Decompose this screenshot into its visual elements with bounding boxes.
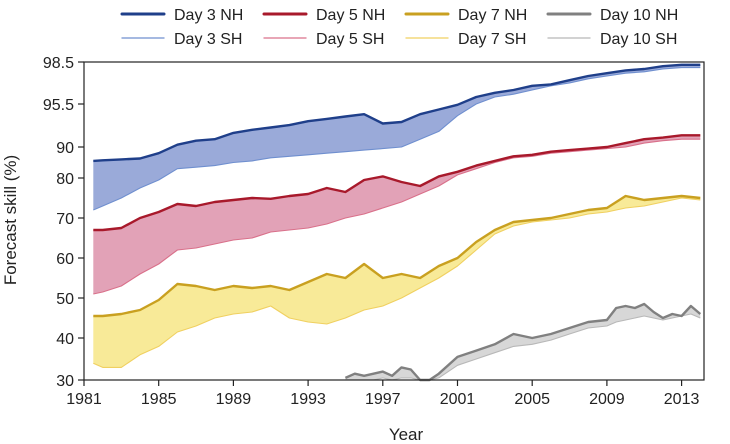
band-fill-day-7-nh <box>93 196 701 368</box>
legend-label: Day 3 NH <box>174 7 243 24</box>
legend-label: Day 7 NH <box>458 7 527 24</box>
y-tick-label: 90 <box>56 140 74 157</box>
y-tick-label: 40 <box>56 331 74 348</box>
y-tick-label: 50 <box>56 291 74 308</box>
band-fill-day-3-nh <box>93 64 701 210</box>
y-tick-label: 30 <box>56 373 74 390</box>
x-axis-title: Year <box>389 425 424 444</box>
y-tick-label: 80 <box>56 171 74 188</box>
legend-label: Day 5 NH <box>316 7 385 24</box>
legend-label: Day 3 SH <box>174 31 242 48</box>
band-fill-day-5-nh <box>93 135 701 294</box>
legend-label: Day 10 NH <box>600 7 678 24</box>
series-line-day-7-nh <box>93 194 701 318</box>
legend-label: Day 5 SH <box>316 31 384 48</box>
series-line-day-5-nh <box>93 134 701 232</box>
y-tick-label: 70 <box>56 211 74 228</box>
x-tick-label: 1993 <box>290 391 326 408</box>
series-line-day-5-sh <box>93 138 701 295</box>
series-line-day-7-sh <box>93 197 701 368</box>
plot-frame <box>83 61 705 381</box>
x-tick-label: 2005 <box>514 391 550 408</box>
legend-label: Day 7 SH <box>458 31 526 48</box>
y-axis-title: Forecast skill (%) <box>1 155 20 285</box>
legend: Day 3 NH Day 5 NH Day 7 NH Day 10 NH Day 3 S… <box>120 7 678 48</box>
y-tick-label: 98.5 <box>43 55 74 72</box>
x-tick-label: 1997 <box>365 391 401 408</box>
series-line-day-3-nh <box>93 63 701 163</box>
x-tick-label: 2001 <box>440 391 476 408</box>
series-line-day-10-nh <box>344 302 702 382</box>
x-tick-label: 1989 <box>216 391 252 408</box>
y-tick-label: 60 <box>56 251 74 268</box>
legend-label: Day 10 SH <box>600 31 677 48</box>
y-tick-label: 95.5 <box>43 97 74 114</box>
x-tick-label: 2013 <box>664 391 700 408</box>
x-tick-label: 2009 <box>589 391 625 408</box>
band-fills <box>93 64 701 380</box>
x-tick-label: 1981 <box>66 391 102 408</box>
x-tick-label: 1985 <box>141 391 177 408</box>
series-line-day-3-sh <box>93 67 701 211</box>
axes: 1981 1985 1989 1993 1997 2001 2005 2009 2013 30 40… <box>43 55 705 408</box>
band-fill-day-10-nh <box>345 304 701 380</box>
